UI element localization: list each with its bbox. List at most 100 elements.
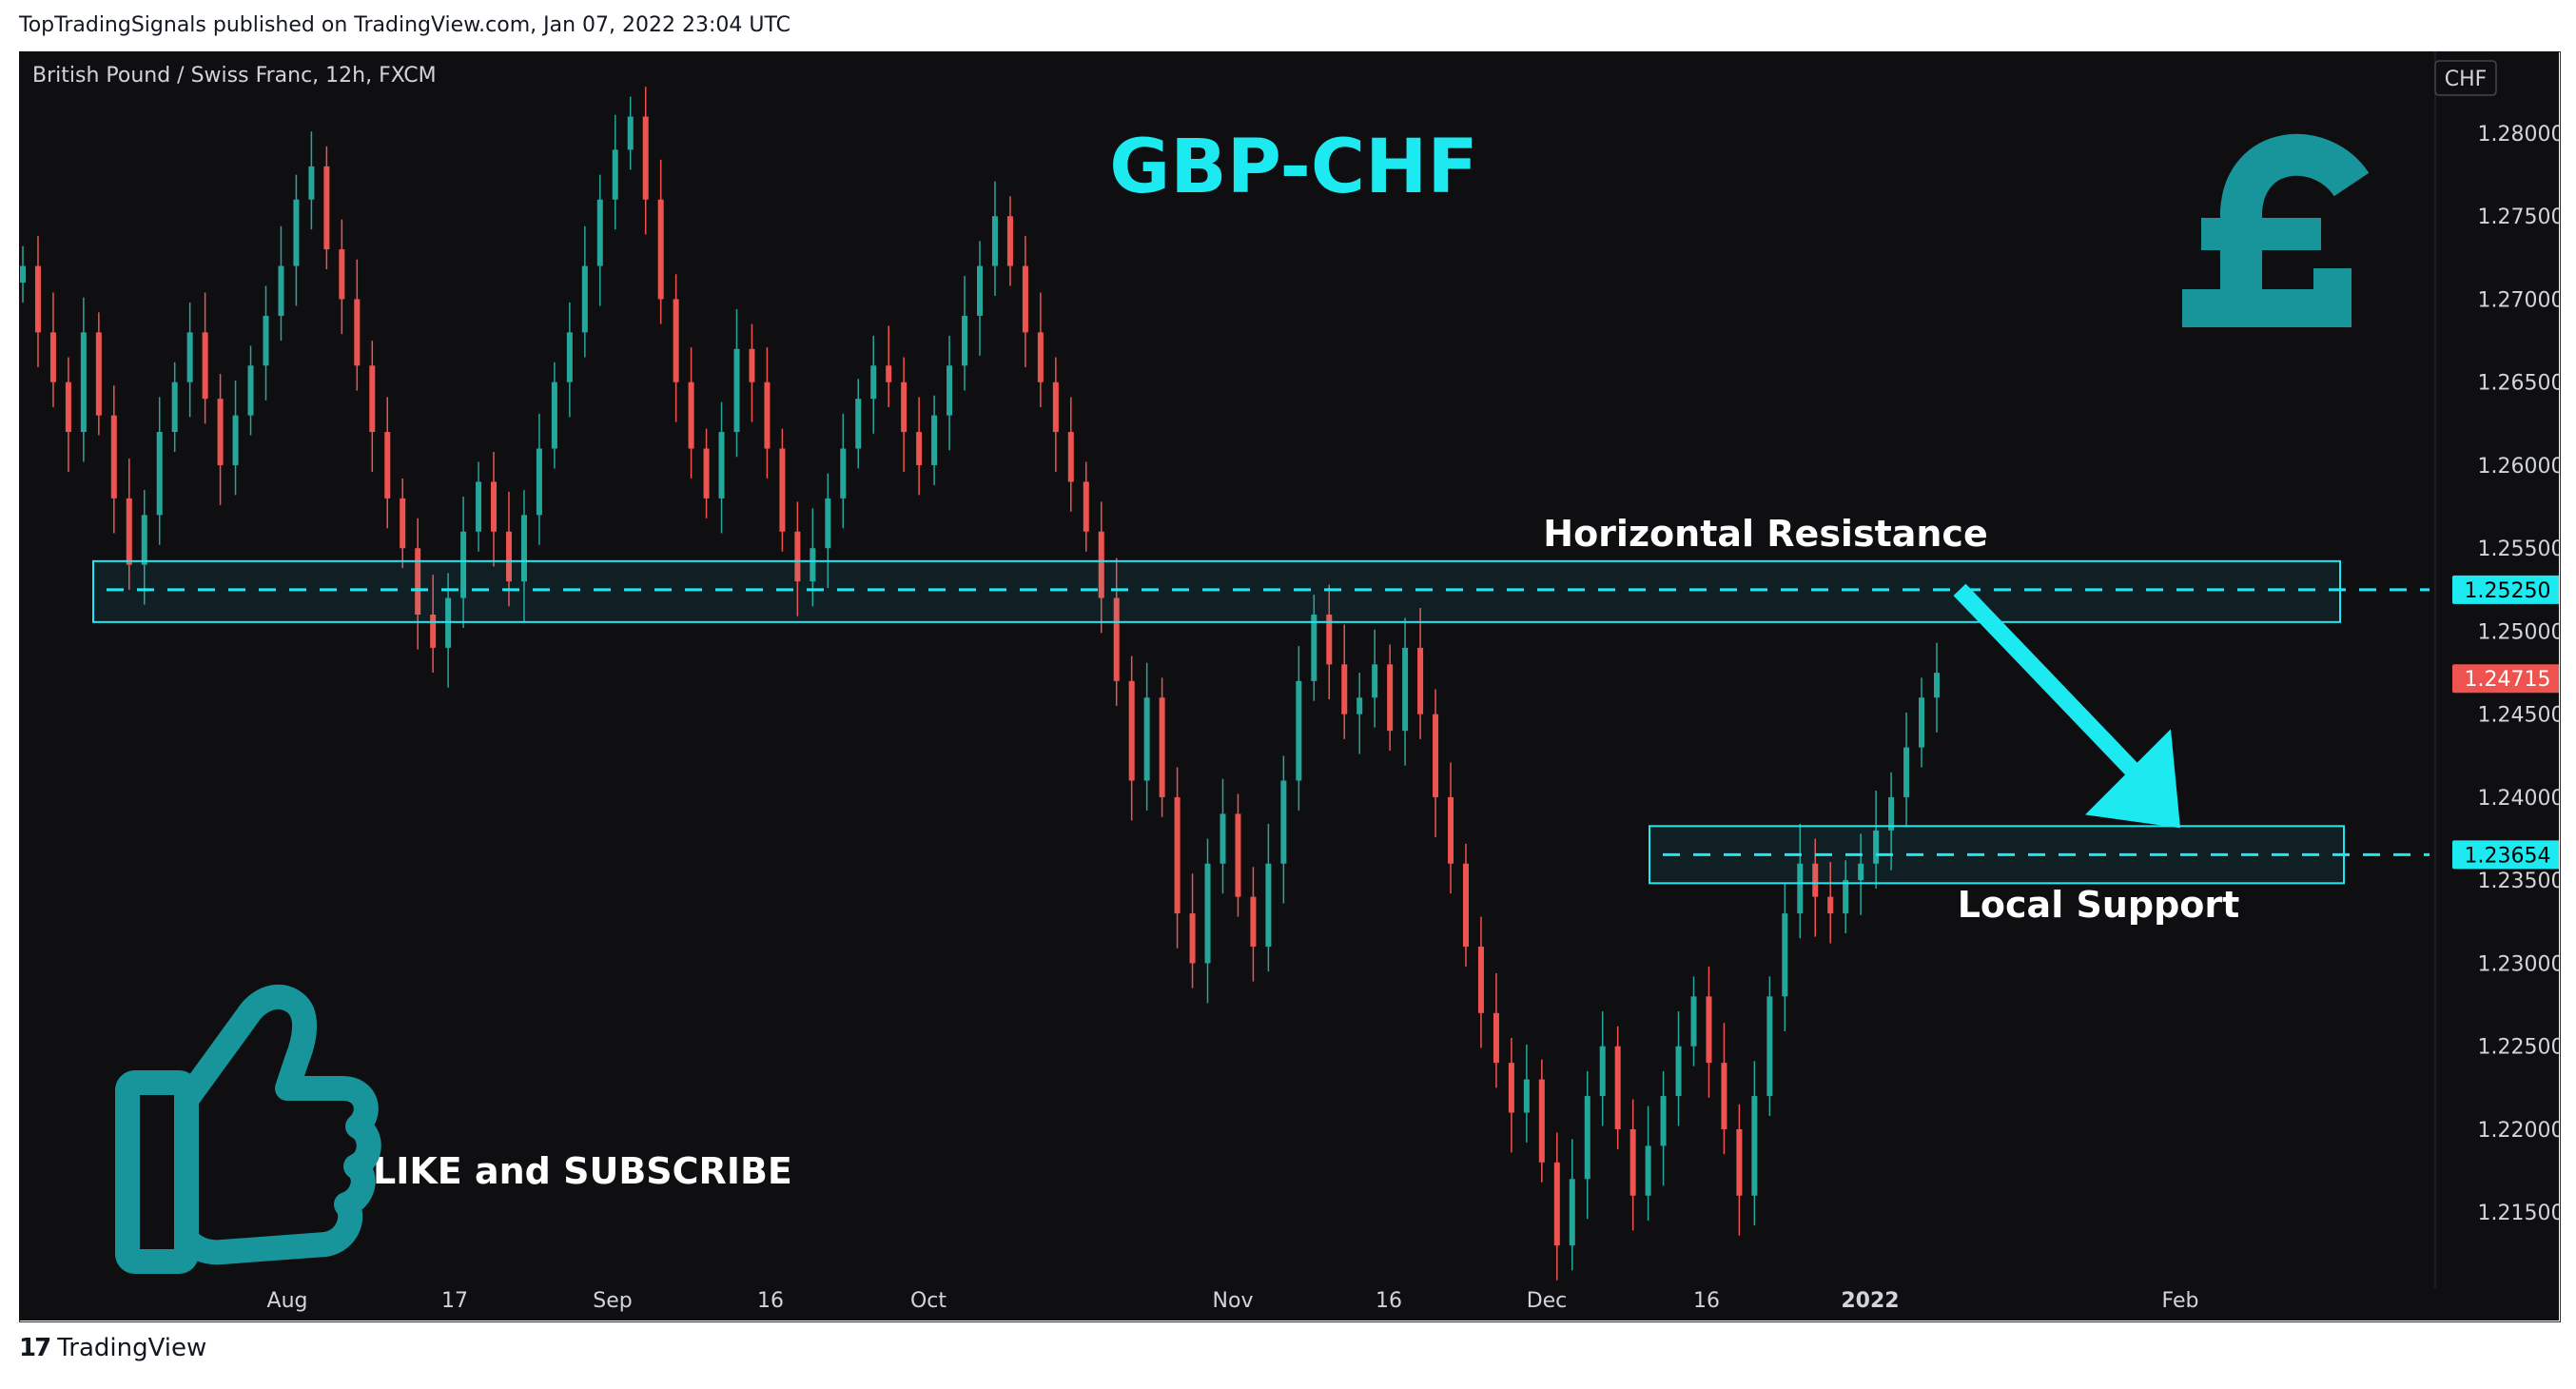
- candle-body: [1553, 1162, 1560, 1246]
- candle-body: [1387, 664, 1394, 732]
- candle-body: [1083, 481, 1089, 532]
- symbol-title: British Pound / Swiss Franc, 12h, FXCM: [32, 64, 437, 88]
- y-tick-label: 1.27000: [2478, 288, 2559, 312]
- candle-body: [1645, 1145, 1651, 1196]
- candle-body: [1538, 1079, 1545, 1163]
- candle-body: [1128, 680, 1135, 781]
- candle-body: [1037, 332, 1044, 382]
- candle-body: [946, 365, 953, 416]
- chart-background: [19, 51, 2559, 1321]
- candle-body: [505, 531, 512, 582]
- y-tick-label: 1.26500: [2478, 372, 2559, 396]
- candle-body: [1690, 996, 1697, 1047]
- candle-body: [1903, 747, 1910, 797]
- candle-body: [1341, 664, 1348, 714]
- candle-body: [1858, 863, 1864, 881]
- candle-body: [855, 399, 862, 449]
- candle-body: [1265, 863, 1272, 948]
- support-price-tag: [2452, 840, 2559, 870]
- candle-body: [1827, 896, 1834, 914]
- y-tick-label: 1.26000: [2478, 455, 2559, 479]
- candle-body: [1159, 697, 1165, 797]
- candle-body: [1843, 880, 1849, 914]
- x-tick-label: 16: [757, 1289, 784, 1313]
- currency-badge[interactable]: CHF: [2434, 60, 2497, 96]
- candle-body: [110, 415, 117, 499]
- candle-body: [1721, 1063, 1727, 1129]
- candle-body: [126, 498, 132, 565]
- candle-body: [1280, 780, 1287, 864]
- candle-body: [1204, 863, 1211, 964]
- candle-body: [733, 348, 740, 433]
- candle-body: [627, 116, 634, 150]
- candle-body: [1220, 813, 1226, 864]
- candle-body: [1508, 1063, 1514, 1113]
- candle-body: [991, 216, 998, 266]
- candle-body: [1356, 697, 1363, 714]
- candle-body: [141, 515, 147, 565]
- y-tick-label: 1.25000: [2478, 620, 2559, 644]
- candle-body: [1706, 996, 1712, 1064]
- last-price-tag-text: 1.24715: [2465, 668, 2551, 692]
- candle-body: [825, 498, 831, 549]
- last-price-tag: [2452, 664, 2559, 694]
- candle-body: [1296, 680, 1302, 781]
- candle-body: [886, 365, 892, 382]
- candle-body: [1584, 1096, 1590, 1180]
- candle-body: [491, 481, 498, 532]
- candle-body: [1599, 1046, 1606, 1097]
- candle-body: [551, 381, 557, 449]
- candle-body: [749, 348, 755, 382]
- candle-body: [308, 166, 315, 200]
- resistance-zone[interactable]: [92, 559, 2341, 623]
- x-tick-label: Nov: [1213, 1289, 1254, 1313]
- pound-sterling-icon: [2182, 133, 2370, 327]
- candle-body: [1614, 1046, 1621, 1129]
- candle-body: [1888, 796, 1895, 831]
- candle-body: [339, 249, 345, 300]
- candle-body: [1006, 216, 1013, 266]
- y-tick-label: 1.21500: [2478, 1202, 2559, 1225]
- thumb-dot: [141, 1218, 156, 1233]
- resistance-label: Horizontal Resistance: [1543, 513, 1987, 555]
- x-tick-label: 2022: [1841, 1289, 1899, 1313]
- candle-body: [263, 315, 269, 366]
- candle-body: [1022, 265, 1028, 333]
- candles-layer: [20, 87, 1940, 1281]
- support-price-tag-text: 1.23654: [2465, 844, 2551, 868]
- candle-body: [1067, 432, 1074, 482]
- candle-body: [354, 299, 361, 366]
- candle-body: [1797, 863, 1804, 914]
- x-tick-label: 17: [441, 1289, 468, 1313]
- candle-body: [95, 332, 102, 416]
- candle-body: [400, 498, 406, 549]
- candle-body: [293, 199, 300, 266]
- candle-body: [1523, 1079, 1530, 1113]
- overlay-layer: 1.25250 1.24715 1.23654: [1953, 575, 2559, 870]
- time-axis: Aug 17 Sep 16 Oct Nov 16 Dec 16 2022 Feb: [267, 1289, 2199, 1313]
- candle-body: [1143, 697, 1150, 781]
- candle-body: [1174, 796, 1181, 914]
- candle-body: [1751, 1096, 1758, 1196]
- candle-body: [1493, 1012, 1499, 1064]
- y-tick-label: 1.25500: [2478, 538, 2559, 561]
- x-tick-label: Feb: [2162, 1289, 2199, 1313]
- candle-body: [80, 332, 87, 433]
- candle-body: [977, 265, 983, 316]
- candle-body: [430, 615, 437, 648]
- candle-body: [415, 548, 421, 616]
- candle-body: [156, 432, 163, 516]
- candle-body: [1250, 896, 1257, 948]
- attribution-text: TopTradingSignals published on TradingVi…: [19, 13, 791, 37]
- candle-body: [1675, 1046, 1682, 1097]
- candle-body: [1113, 597, 1120, 681]
- support-zone[interactable]: [1649, 825, 2345, 885]
- footer[interactable]: 𝟭𝟳 TradingView: [19, 1334, 206, 1362]
- pair-heading: GBP-CHF: [1109, 125, 1477, 210]
- candle-body: [1402, 647, 1409, 732]
- candle-body: [779, 448, 786, 532]
- chart[interactable]: 1.28000 1.27500 1.27000 1.26500 1.26000 1.255…: [19, 51, 2559, 1321]
- candle-body: [384, 432, 391, 499]
- candle-body: [520, 515, 527, 582]
- candle-body: [34, 265, 41, 333]
